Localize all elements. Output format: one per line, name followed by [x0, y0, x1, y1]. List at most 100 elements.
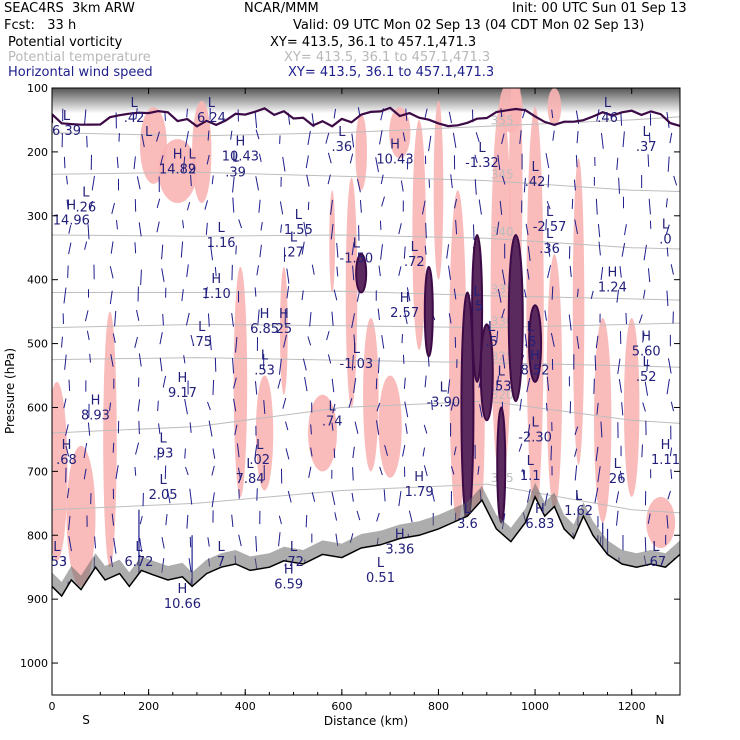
wind-vector: [165, 514, 168, 526]
x-tick-label: 400: [235, 700, 256, 713]
pv-shade-region: [355, 113, 367, 191]
pv-extremum-value: 6.72: [124, 555, 153, 570]
wind-vector: [116, 220, 118, 230]
y-tick-label: 600: [27, 401, 48, 414]
wind-vector: [161, 244, 164, 260]
pv-extremum-value: 6.24: [197, 111, 226, 126]
wind-vector: [188, 558, 192, 573]
wind-vector: [186, 108, 188, 118]
wind-vector: [375, 157, 379, 173]
right-endpoint-label: N: [656, 713, 665, 727]
pv-extremum-value: 14.96: [53, 213, 90, 228]
wind-vector: [453, 288, 457, 300]
wind-vector: [305, 155, 309, 169]
wind-vector: [454, 198, 458, 209]
pv-low-marker: L: [575, 489, 583, 504]
wind-vector: [547, 174, 550, 188]
wind-vector: [278, 532, 281, 547]
pv-low-marker: L: [338, 125, 346, 140]
wind-vector: [68, 515, 71, 531]
wind-vector: [301, 241, 305, 255]
wind-vector: [348, 397, 353, 408]
y-tick-label: 700: [27, 465, 48, 478]
pv-low-marker: L: [531, 416, 539, 431]
wind-vector: [474, 154, 478, 164]
pv-extremum-value: 25: [276, 322, 293, 337]
field-name-pv: Potential vorticity: [8, 35, 123, 50]
y-tick-label: 1000: [20, 657, 48, 670]
wind-vector: [576, 336, 580, 349]
wind-vector: [576, 490, 579, 501]
pv-high-marker: H: [173, 147, 183, 162]
wind-vector: [212, 448, 216, 459]
pv-low-marker: L: [135, 540, 143, 555]
pv-high-marker: H: [178, 371, 188, 386]
wind-vector: [330, 199, 333, 215]
wind-vector: [450, 174, 453, 189]
wind-vector: [156, 221, 160, 233]
wind-vector: [379, 466, 383, 476]
wind-vector: [349, 153, 354, 164]
pv-extremum-value: 14.82: [159, 162, 196, 177]
wind-vector: [479, 404, 483, 418]
pv-high-marker: H: [91, 393, 101, 408]
wind-vector: [376, 420, 380, 435]
pv-shade-region: [308, 394, 338, 472]
wind-vector: [496, 330, 499, 343]
wind-vector: [235, 336, 238, 353]
theta-contour-line: [52, 116, 680, 137]
wind-vector: [620, 112, 623, 126]
wind-vector: [161, 537, 165, 549]
wind-vector: [231, 514, 234, 528]
wind-vector: [112, 442, 115, 453]
pv-extremum-value: 10.43: [222, 150, 259, 165]
wind-vector: [61, 336, 63, 348]
wind-vector: [545, 219, 547, 231]
wind-vector: [68, 225, 72, 234]
wind-vector: [575, 155, 578, 168]
pv-extremum-value: .53: [254, 364, 275, 379]
wind-vector: [648, 198, 651, 215]
wind-vector: [235, 151, 237, 163]
wind-vector: [669, 132, 673, 144]
wind-vector: [377, 357, 380, 374]
wind-vector: [670, 401, 675, 412]
wind-vector: [625, 312, 627, 325]
wind-vector: [568, 314, 572, 331]
wind-vector: [593, 378, 595, 394]
wind-vector: [576, 288, 579, 298]
pv-extremum-value: -1.32: [465, 156, 499, 171]
wind-vector: [233, 398, 237, 412]
terrain-underground: [52, 496, 680, 695]
pv-high-marker: H: [66, 198, 76, 213]
wind-vector: [547, 264, 552, 278]
pv-low-marker: L: [353, 342, 361, 357]
wind-vector: [181, 289, 184, 302]
wind-vector: [111, 202, 115, 215]
wind-vector: [206, 154, 210, 165]
wind-vector: [428, 179, 431, 188]
wind-vector: [402, 132, 406, 142]
wind-vector: [501, 133, 505, 145]
pv-shade-region: [623, 318, 640, 497]
pv-low-marker: L: [159, 473, 167, 488]
x-tick-label: 1200: [618, 700, 646, 713]
axis-layer: 0 200 400 600 800 1000 1200 100 200 300 400 500 600 7…: [20, 82, 681, 713]
wind-vector: [453, 446, 457, 456]
wind-vector: [477, 466, 480, 475]
wind-vector: [427, 356, 430, 367]
wind-vector: [547, 242, 551, 257]
pv-extremum-value: .53: [491, 380, 512, 395]
pv-high-marker: H: [530, 349, 540, 364]
wind-vector: [398, 266, 402, 276]
pv-extremum-value: 1.55: [284, 223, 313, 238]
wind-vector: [618, 379, 622, 393]
wind-vector: [475, 132, 480, 143]
wind-vector: [421, 200, 426, 215]
wind-vector: [212, 380, 215, 396]
wind-vector: [526, 489, 531, 503]
wind-vector: [450, 398, 455, 411]
pv-high-marker: H: [211, 272, 221, 287]
wind-vector: [232, 357, 235, 374]
pv-high-marker: H: [641, 329, 651, 344]
